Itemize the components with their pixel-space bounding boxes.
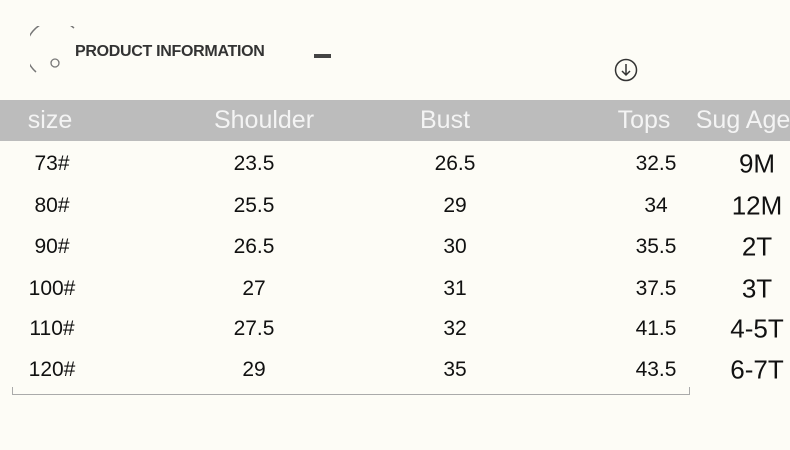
column-header: size (27, 106, 73, 134)
table-bottom-right-cap (689, 387, 690, 395)
table-cell: 9M (738, 148, 776, 179)
title-dash (314, 54, 331, 58)
table-cell: 31 (443, 277, 467, 300)
table-cell: 26.5 (434, 152, 476, 175)
decorative-arc-icon (30, 26, 75, 73)
column-header: Shoulder (213, 106, 315, 134)
table-cell: 23.5 (233, 152, 275, 175)
table-cell: 34 (644, 194, 668, 217)
table-cell: 27.5 (233, 317, 275, 340)
table-cell: 27 (242, 277, 266, 300)
table-cell: 90# (34, 235, 70, 258)
table-header-band (0, 100, 790, 141)
table-cell: 2T (741, 231, 773, 262)
table-cell: 35 (443, 358, 467, 381)
column-header: Bust (419, 106, 471, 134)
section-title: PRODUCT INFORMATION (75, 43, 265, 60)
table-cell: 32.5 (635, 152, 677, 175)
table-cell: 110# (29, 317, 75, 340)
table-cell: 25.5 (233, 194, 275, 217)
table-bottom-left-cap (12, 387, 13, 395)
table-cell: 30 (443, 235, 467, 258)
table-cell: 12M (731, 190, 783, 221)
table-cell: 4-5T (730, 313, 784, 344)
table-cell: 32 (443, 317, 467, 340)
column-header: Tops (617, 106, 671, 134)
table-cell: 35.5 (635, 235, 677, 258)
table-cell: 120# (28, 358, 76, 381)
down-arrow-circle-icon (614, 58, 638, 82)
table-cell: 29 (443, 194, 467, 217)
table-cell: 37.5 (635, 277, 677, 300)
table-cell: 43.5 (635, 358, 677, 381)
column-header: Sug Age (695, 106, 790, 134)
table-cell: 73# (34, 152, 70, 175)
table-cell: 29 (242, 358, 266, 381)
table-cell: 80# (34, 194, 70, 217)
table-bottom-line (12, 394, 690, 395)
table-cell: 41.5 (635, 317, 677, 340)
table-cell: 6-7T (730, 354, 784, 385)
table-cell: 26.5 (233, 235, 275, 258)
table-cell: 100# (28, 277, 76, 300)
table-cell: 3T (741, 273, 773, 304)
